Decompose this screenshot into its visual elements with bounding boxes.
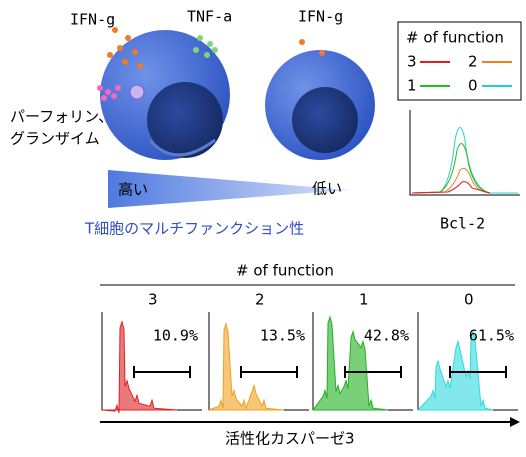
panels-title: # of function (236, 262, 334, 280)
percent: 42.8% (364, 327, 409, 345)
gate (241, 366, 297, 378)
legend-item: 3 (407, 53, 417, 71)
figure: IFN-g TNF-a IFN-g パーフォリン、 グランザイム 高い 低い T… (0, 0, 526, 453)
legend-title: # of function (406, 29, 504, 47)
percent: 10.9% (153, 327, 198, 345)
legend-item: 1 (407, 77, 417, 95)
gate (134, 366, 190, 378)
label: IFN-g (70, 11, 115, 29)
percent: 61.5% (469, 327, 514, 345)
label: パーフォリン、 (10, 108, 113, 126)
bcl-histogram (410, 110, 520, 195)
axis-arrow (100, 417, 520, 427)
label: グランザイム (10, 130, 100, 148)
caption: T細胞のマルチファンクション性 (84, 220, 304, 238)
label: IFN-g (298, 8, 343, 26)
legend-item: 0 (468, 77, 478, 95)
panel-label: 0 (464, 291, 474, 309)
label: 高い (118, 181, 148, 199)
left-cell (97, 27, 230, 160)
right-cell (265, 39, 375, 160)
legend: # of function 3 2 1 0 (398, 22, 521, 100)
panel-label: 3 (148, 291, 158, 309)
label: TNF-a (187, 8, 232, 26)
panels: 3 10.9% 2 13.5% 1 42.8% 0 61.5% (102, 291, 518, 414)
legend-item: 2 (468, 53, 478, 71)
percent: 13.5% (260, 327, 305, 345)
axis-label: Bcl-2 (440, 215, 485, 233)
axis-label: 活性化カスパーゼ3 (225, 430, 355, 448)
label: 低い (312, 180, 342, 198)
panel-label: 2 (255, 291, 265, 309)
panel-label: 1 (359, 291, 369, 309)
